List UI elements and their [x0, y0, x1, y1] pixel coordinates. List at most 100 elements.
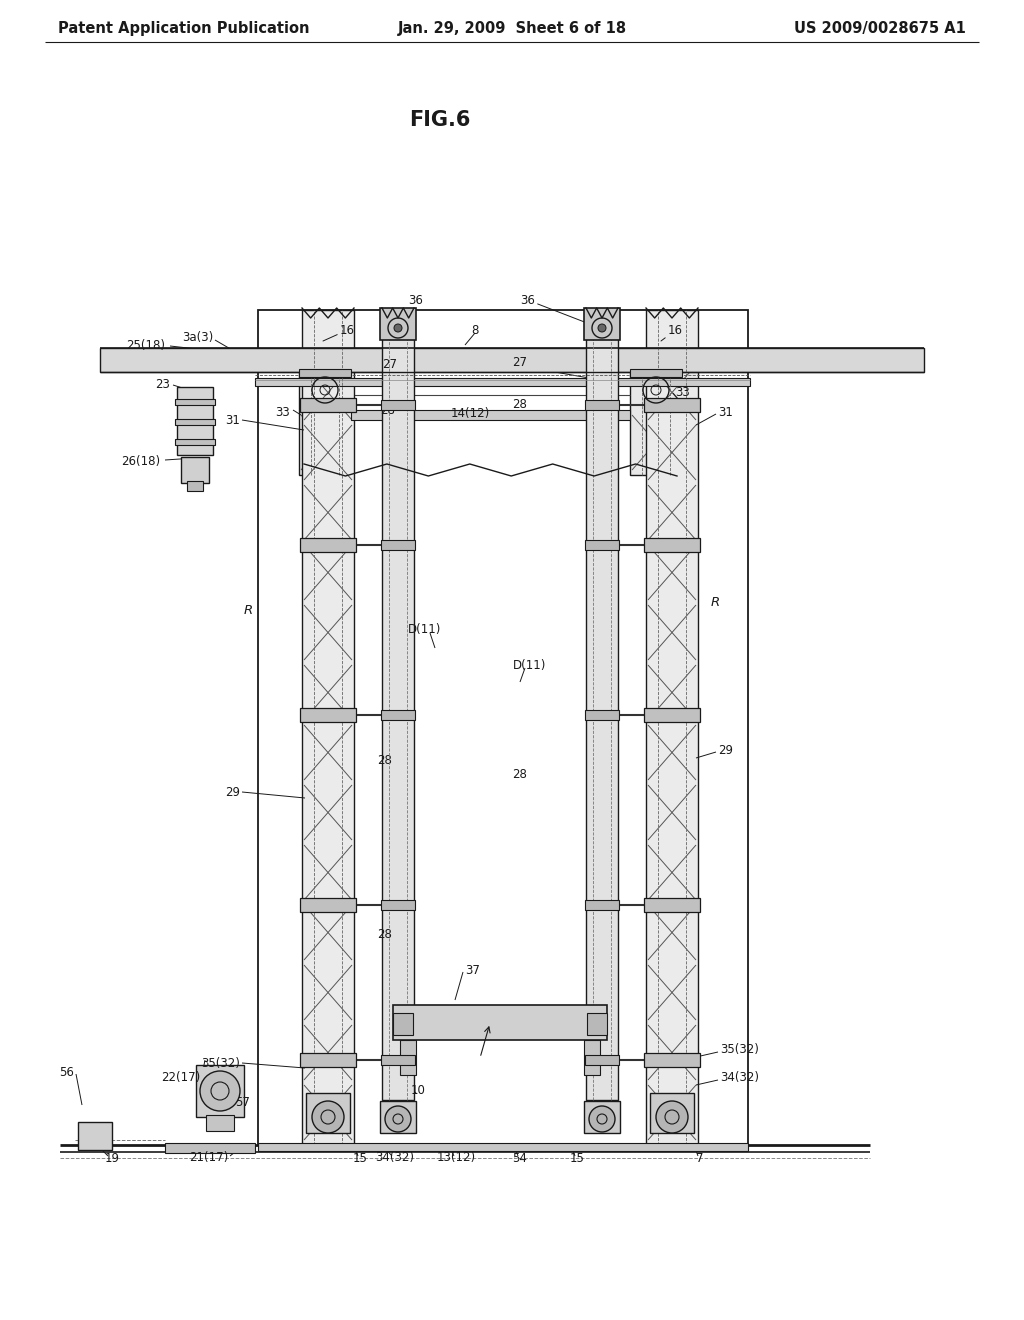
Bar	[585, 710, 618, 719]
Text: 10: 10	[411, 1084, 425, 1097]
Text: 31: 31	[225, 413, 240, 426]
Bar	[586, 310, 618, 1100]
Bar	[585, 540, 618, 550]
Bar	[206, 1115, 234, 1131]
Circle shape	[598, 323, 606, 333]
Text: 28: 28	[513, 399, 527, 412]
Text: 35(32): 35(32)	[201, 1056, 240, 1069]
Bar	[177, 387, 213, 455]
Bar	[381, 540, 415, 550]
Text: 31: 31	[718, 405, 733, 418]
Text: 21(17): 21(17)	[188, 1151, 228, 1164]
Text: 37: 37	[465, 964, 480, 977]
Bar	[78, 1122, 112, 1150]
Text: 22(17): 22(17)	[161, 1071, 200, 1084]
Text: 16: 16	[323, 323, 355, 341]
Text: D(11): D(11)	[513, 659, 547, 672]
Bar	[302, 310, 354, 1144]
Text: 23: 23	[155, 379, 170, 392]
Text: 28: 28	[378, 928, 392, 941]
Bar	[393, 1012, 413, 1035]
Bar	[646, 310, 698, 1144]
Bar	[300, 539, 356, 552]
Text: 7: 7	[696, 1151, 703, 1164]
Bar	[381, 1055, 415, 1065]
Text: 27: 27	[512, 355, 527, 368]
Text: 34(32): 34(32)	[376, 1151, 415, 1164]
Bar	[300, 708, 356, 722]
Text: 15: 15	[569, 1151, 585, 1164]
Bar	[393, 1005, 607, 1040]
Text: D(11): D(11)	[409, 623, 441, 636]
Bar	[630, 370, 682, 378]
Text: 36: 36	[520, 293, 600, 327]
Text: 34(32): 34(32)	[720, 1072, 759, 1085]
Text: 26(18): 26(18)	[121, 455, 160, 469]
Bar	[187, 480, 203, 491]
Text: 27: 27	[383, 359, 397, 371]
Bar	[300, 399, 356, 412]
Text: 14(12): 14(12)	[451, 408, 489, 421]
Text: Patent Application Publication: Patent Application Publication	[58, 21, 309, 37]
Circle shape	[312, 1101, 344, 1133]
Text: 28: 28	[378, 754, 392, 767]
Bar	[380, 308, 416, 341]
Text: 25(18): 25(18)	[126, 339, 165, 352]
Text: 29: 29	[225, 785, 240, 799]
Circle shape	[656, 1101, 688, 1133]
Circle shape	[589, 1106, 615, 1133]
Text: R: R	[711, 595, 720, 609]
Text: 3a(3): 3a(3)	[181, 331, 213, 345]
Bar	[630, 372, 682, 475]
Circle shape	[385, 1106, 411, 1133]
Bar	[258, 1143, 748, 1151]
Bar	[644, 898, 700, 912]
Bar	[584, 1040, 600, 1074]
Bar	[587, 1012, 607, 1035]
Bar	[400, 1040, 416, 1074]
Bar	[196, 1065, 244, 1117]
Text: 15: 15	[352, 1151, 368, 1164]
Bar	[644, 708, 700, 722]
Bar	[258, 310, 748, 1144]
Bar	[175, 440, 215, 445]
Text: 54: 54	[513, 1151, 527, 1164]
Text: 16: 16	[662, 323, 683, 341]
Bar	[300, 1053, 356, 1067]
Text: 35(32): 35(32)	[720, 1044, 759, 1056]
Text: 28: 28	[513, 768, 527, 781]
Bar	[644, 399, 700, 412]
Text: 19: 19	[104, 1151, 120, 1164]
Bar	[165, 1143, 255, 1152]
Text: 28: 28	[381, 404, 395, 417]
Bar	[181, 457, 209, 483]
Bar	[300, 898, 356, 912]
Bar	[306, 1093, 350, 1133]
Bar	[585, 900, 618, 909]
Bar	[381, 400, 415, 411]
Text: 8: 8	[471, 323, 478, 337]
Bar	[299, 370, 351, 378]
Bar	[584, 1101, 620, 1133]
Text: US 2009/0028675 A1: US 2009/0028675 A1	[795, 21, 966, 37]
Text: 55: 55	[460, 1014, 475, 1027]
Bar	[175, 399, 215, 405]
Bar	[584, 308, 620, 341]
Bar	[380, 1101, 416, 1133]
Bar	[382, 310, 414, 1100]
Text: 56: 56	[59, 1065, 74, 1078]
Text: R: R	[244, 603, 253, 616]
Bar	[381, 710, 415, 719]
Bar	[175, 418, 215, 425]
Text: 57: 57	[234, 1096, 250, 1109]
Text: 13(12): 13(12)	[436, 1151, 475, 1164]
Text: 36: 36	[400, 293, 423, 327]
Text: 33: 33	[675, 387, 690, 400]
Text: FIG.6: FIG.6	[410, 110, 471, 129]
Bar	[650, 1093, 694, 1133]
Text: 29: 29	[718, 743, 733, 756]
Bar	[644, 539, 700, 552]
Bar	[644, 1053, 700, 1067]
Bar	[351, 411, 630, 420]
Bar	[299, 372, 351, 475]
